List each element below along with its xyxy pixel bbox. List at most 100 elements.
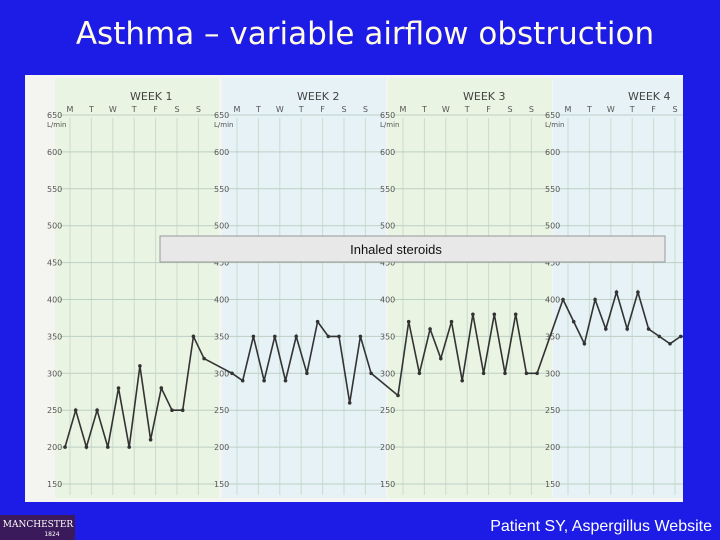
unit-label: L/min (47, 121, 66, 129)
day-label: T (255, 105, 261, 114)
y-tick-label: 550 (47, 185, 62, 194)
y-tick-label: 550 (380, 185, 395, 194)
y-tick-label: 350 (47, 332, 62, 341)
day-label: F (320, 105, 325, 114)
reading (262, 378, 266, 383)
reading (337, 334, 341, 339)
reading (460, 378, 465, 383)
week-label: WEEK 3 (463, 90, 506, 103)
reading (159, 386, 164, 390)
y-tick-label: 450 (545, 259, 560, 268)
annotation-box (159, 235, 666, 263)
reading (449, 319, 454, 324)
day-label: S (196, 105, 201, 114)
reading (369, 371, 373, 376)
day-label: T (421, 105, 427, 114)
reading (106, 445, 110, 449)
day-label: W (109, 105, 117, 114)
day-label: T (586, 105, 592, 114)
day-label: S (363, 105, 368, 114)
day-label: W (607, 105, 615, 114)
reading (116, 386, 121, 390)
logo-name: MANCHESTER (3, 520, 74, 530)
y-tick-label: 400 (545, 296, 560, 305)
reading (636, 290, 640, 294)
reading (690, 335, 694, 339)
logo-bg (0, 515, 75, 540)
reading (347, 401, 352, 405)
reading (571, 319, 576, 324)
day-label: T (629, 105, 635, 114)
day-label: T (131, 105, 137, 114)
reading (700, 298, 704, 302)
day-label: S (694, 105, 699, 114)
reading (561, 297, 565, 302)
week-panel (55, 78, 219, 498)
day-label: F (153, 105, 158, 114)
y-tick-label: 600 (545, 148, 560, 157)
reading (305, 371, 309, 376)
reading (251, 334, 256, 339)
reading (492, 312, 497, 317)
day-label: W (276, 105, 284, 114)
y-tick-label: 650 (380, 111, 395, 120)
reading (170, 408, 174, 413)
y-tick-label: 650 (47, 111, 62, 120)
reading (273, 334, 277, 339)
y-tick-label: 250 (47, 406, 62, 415)
y-tick-label: 500 (214, 222, 229, 231)
y-tick-label: 600 (380, 148, 395, 157)
day-label: M (400, 105, 407, 114)
reading (63, 445, 67, 449)
y-tick-label: 300 (47, 369, 62, 378)
day-label: M (565, 105, 572, 114)
reading (240, 378, 245, 383)
y-tick-label: 250 (214, 406, 229, 415)
logo-year: 1824 (44, 531, 59, 538)
day-label: M (234, 105, 241, 114)
reading (657, 334, 662, 339)
week-panel (388, 78, 552, 498)
day-label: W (442, 105, 450, 114)
day-label: S (672, 105, 677, 114)
week-panel (222, 78, 386, 498)
reading (668, 341, 672, 346)
reading (230, 371, 234, 376)
reading (604, 327, 608, 331)
y-tick-label: 300 (545, 369, 560, 378)
reading (95, 408, 99, 413)
day-label: T (88, 105, 94, 114)
day-label: F (651, 105, 656, 114)
reading (535, 371, 539, 376)
reading (428, 327, 432, 331)
reading (503, 371, 507, 376)
annotation: Inhaled steroids (350, 242, 442, 257)
y-tick-label: 300 (214, 369, 229, 378)
y-tick-label: 200 (214, 443, 229, 452)
reading (582, 341, 587, 346)
y-tick-label: 200 (380, 443, 395, 452)
reading (524, 371, 529, 376)
y-tick-label: 350 (545, 332, 560, 341)
reading (625, 327, 629, 331)
unit-label: L/min (380, 121, 399, 129)
reading (73, 408, 78, 413)
peak-flow-line (64, 289, 683, 450)
y-tick-label: 250 (380, 406, 395, 415)
day-label: S (529, 105, 534, 114)
reading (191, 334, 196, 339)
reading (481, 371, 486, 376)
reading (417, 371, 422, 376)
unit-label: L/min (545, 121, 564, 129)
day-label: S (507, 105, 512, 114)
day-label: F (486, 105, 491, 114)
y-tick-label: 550 (214, 185, 229, 194)
week-label: WEEK 1 (130, 90, 173, 103)
y-tick-label: 550 (545, 185, 560, 194)
y-tick-label: 500 (545, 222, 560, 231)
y-tick-label: 300 (380, 369, 395, 378)
reading (127, 445, 131, 449)
reading (513, 312, 518, 317)
reading (326, 334, 331, 339)
